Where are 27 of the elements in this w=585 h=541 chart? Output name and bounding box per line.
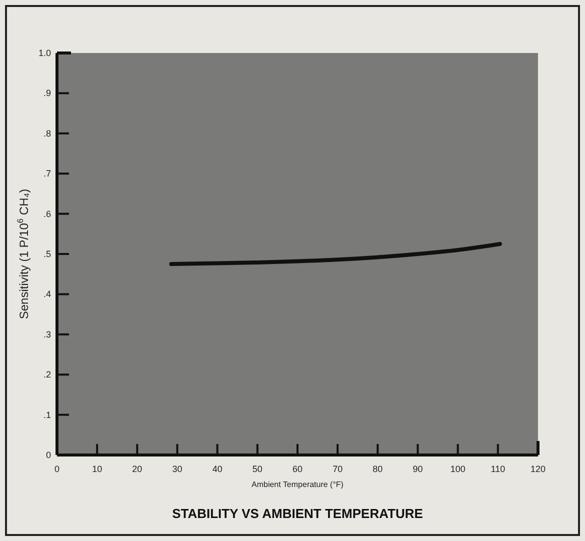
- y-tick-label: .8: [43, 128, 51, 138]
- x-tick-label: 50: [252, 464, 262, 474]
- y-tick-label: 0: [46, 450, 51, 460]
- x-tick-label: 120: [530, 464, 546, 474]
- y-tick-label: .1: [43, 410, 51, 420]
- x-axis-title: Ambient Temperature (°F): [252, 480, 344, 489]
- x-tick-label: 80: [372, 464, 383, 474]
- y-tick-label: .5: [43, 249, 51, 259]
- y-tick-label: .4: [43, 289, 51, 300]
- y-tick-label: .3: [43, 329, 51, 340]
- y-tick-label: .6: [43, 208, 51, 219]
- y-tick-label: 1.0: [38, 48, 51, 58]
- y-tick-label: .7: [43, 168, 51, 179]
- line-series: [169, 242, 502, 266]
- y-tick-label: .2: [43, 370, 51, 380]
- x-tick-label: 60: [292, 464, 303, 474]
- x-tick-label: 100: [450, 464, 466, 474]
- x-tick-label: 90: [412, 464, 423, 474]
- x-tick-label: 10: [92, 464, 102, 474]
- x-tick-label: 70: [332, 464, 343, 474]
- x-tick-label: 0: [54, 464, 60, 474]
- x-tick-label: 20: [132, 464, 142, 474]
- text: STABILITY VS AMBIENT TEMPERATURE: [172, 506, 424, 521]
- x-tick-label: 30: [172, 464, 182, 474]
- x-tick-label: 40: [212, 464, 222, 474]
- y-tick-label: .9: [43, 88, 51, 98]
- x-tick-label: 110: [490, 464, 506, 474]
